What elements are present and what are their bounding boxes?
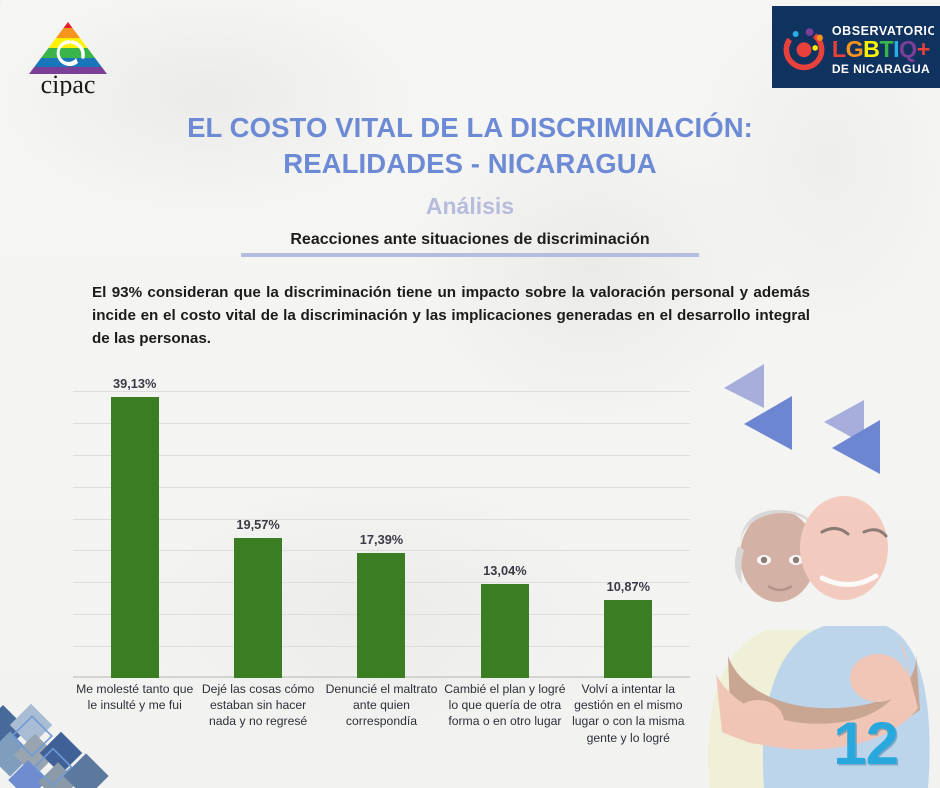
observatorio-logo-icon: OBSERVATORIO LGBTIQ+ DE NICARAGUA: [783, 24, 934, 76]
page-number: 12: [833, 710, 899, 777]
page-title-line1: EL COSTO VITAL DE LA DISCRIMINACIÓN:: [187, 112, 753, 143]
triangle-group-icon: [724, 364, 880, 474]
chart-bar[interactable]: [110, 397, 159, 678]
chart-bar-value-label: 13,04%: [483, 563, 527, 578]
chart-plot-area: 39,13% 19,57% 17,39% 13,04% 10,87%: [73, 376, 690, 678]
section-heading: Reacciones ante situaciones de discrimin…: [290, 231, 650, 248]
chart-bar-value-label: 10,87%: [606, 579, 650, 594]
decorative-triangles: [712, 362, 940, 488]
chart-bar-slot: 13,04%: [443, 391, 566, 678]
page-title: EL COSTO VITAL DE LA DISCRIMINACIÓN: REA…: [0, 110, 940, 183]
observatorio-lgbtiq-logo: OBSERVATORIO LGBTIQ+ DE NICARAGUA: [772, 6, 940, 88]
chart-category-label: Volví a intentar la gestión en el mismo …: [572, 682, 685, 745]
chart-gridline: [73, 487, 690, 488]
chart-bar-slot: 17,39%: [320, 391, 443, 678]
chart-gridline: [73, 423, 690, 424]
diamond-pattern-icon: [0, 703, 109, 788]
chart-category-label: Denuncié el maltrato ante quien correspo…: [325, 682, 438, 729]
chart-bar[interactable]: [357, 553, 406, 678]
chart-gridline: [73, 455, 690, 456]
chart-category-label: Dejé las cosas cómo estaban sin hacer na…: [201, 682, 315, 729]
chart-bar-value-label: 19,57%: [236, 517, 280, 532]
chart-bar-value-label: 39,13%: [112, 376, 157, 391]
cipac-logo: cipac: [22, 18, 118, 99]
observatorio-line1: OBSERVATORIO: [832, 24, 934, 38]
cipac-logo-icon: cipac: [29, 22, 107, 99]
observatorio-line2: LGBTIQ+: [832, 36, 930, 62]
observatorio-line3: DE NICARAGUA: [832, 62, 930, 76]
embracing-couple-illustration: [708, 496, 930, 788]
illustration-two-men-embracing: [672, 460, 940, 788]
chart-bar-slot: 19,57%: [196, 391, 319, 678]
chart-gridline: [73, 519, 690, 520]
chart-gridline: [73, 391, 690, 392]
bar-chart: 39,13% 19,57% 17,39% 13,04% 10,87% Me molest…: [73, 376, 690, 745]
section-heading-block: Reacciones ante situaciones de discrimin…: [0, 231, 940, 257]
decorative-diamonds: [0, 688, 150, 788]
page-title-line2: REALIDADES - NICARAGUA: [283, 148, 657, 180]
chart-bar[interactable]: [480, 584, 529, 678]
chart-category-label: Cambié el plan y logré lo que quería de …: [444, 682, 566, 729]
page-subtitle: Análisis: [425, 193, 515, 219]
section-underline: [241, 253, 699, 257]
cipac-wordmark: cipac: [41, 70, 96, 96]
chart-gridline: [73, 550, 690, 551]
chart-category-label: Me molesté tanto que le insulté y me fui: [76, 682, 194, 713]
chart-bar[interactable]: [234, 538, 283, 678]
chart-bar[interactable]: [604, 600, 653, 678]
chart-bar-value-label: 17,39%: [359, 532, 404, 547]
body-paragraph: El 93% consideran que la discriminación …: [92, 284, 810, 348]
chart-bar-slot: 10,87%: [567, 391, 690, 678]
chart-bar-slot: 39,13%: [73, 376, 196, 678]
